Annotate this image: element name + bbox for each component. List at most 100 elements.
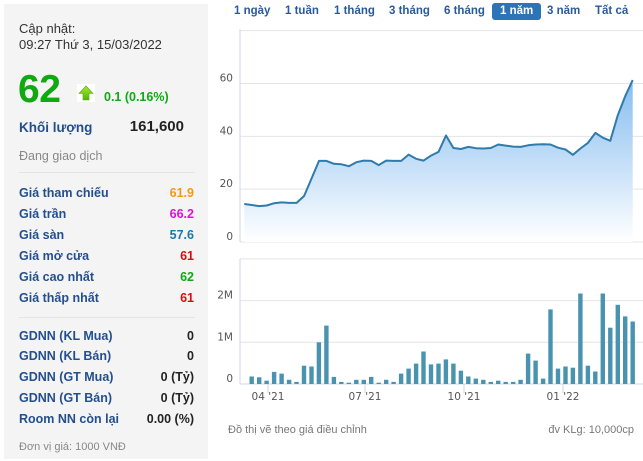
tab-1-month[interactable]: 1 tháng bbox=[334, 5, 375, 17]
volume-bar[interactable] bbox=[458, 370, 464, 384]
x-axis-label: 07 '21 bbox=[349, 391, 382, 403]
volume-bar[interactable] bbox=[369, 376, 374, 384]
volume-bar[interactable] bbox=[630, 321, 635, 385]
volume-bar[interactable] bbox=[406, 368, 411, 384]
volume-bar[interactable] bbox=[600, 293, 605, 385]
volume-bar[interactable] bbox=[533, 360, 538, 384]
volume-bar[interactable] bbox=[264, 380, 269, 384]
foreign-sell-value-value: 0 (Tỷ) bbox=[160, 391, 194, 405]
volume-bar[interactable] bbox=[525, 353, 531, 384]
volume-bar[interactable] bbox=[548, 309, 553, 384]
foreign-buy-volume-label: GDNN (KL Mua) bbox=[19, 329, 113, 343]
price-area bbox=[244, 80, 633, 242]
volume-bar[interactable] bbox=[540, 378, 546, 384]
y-axis-label: 0 bbox=[226, 373, 233, 385]
update-label: Cập nhật: bbox=[19, 21, 76, 36]
divider bbox=[19, 172, 195, 173]
volume-bar[interactable] bbox=[608, 327, 613, 384]
volume-bar[interactable] bbox=[570, 367, 576, 384]
open-price-value: 61 bbox=[180, 249, 194, 263]
volume-unit-note: đv KLg: 10,000cp bbox=[548, 424, 634, 436]
y-axis-label: 0 bbox=[226, 231, 233, 243]
volume-bar[interactable] bbox=[428, 364, 434, 384]
x-axis-label: 10 '21 bbox=[448, 391, 481, 403]
volume-bar[interactable] bbox=[563, 366, 568, 385]
volume-bar[interactable] bbox=[331, 376, 337, 384]
foreign-buy-volume-value: 0 bbox=[187, 329, 194, 343]
volume-bar[interactable] bbox=[354, 379, 359, 384]
volume-bar[interactable] bbox=[346, 382, 351, 384]
foreign-sell-volume-value: 0 bbox=[187, 349, 194, 363]
ceiling-price-label: Giá trần bbox=[19, 207, 67, 221]
volume-bar[interactable] bbox=[279, 373, 284, 384]
volume-bar[interactable] bbox=[481, 379, 486, 384]
tab-1-day[interactable]: 1 ngày bbox=[234, 5, 271, 17]
tab-6-months[interactable]: 6 tháng bbox=[444, 5, 485, 17]
foreign-sell-value-label: GDNN (GT Bán) bbox=[19, 391, 113, 405]
y-axis-label: 2M bbox=[217, 290, 233, 302]
volume-bar[interactable] bbox=[511, 381, 516, 384]
y-axis-label: 40 bbox=[220, 125, 233, 137]
volume-bar[interactable] bbox=[473, 378, 478, 384]
x-axis-label: 04 '21 bbox=[252, 391, 285, 403]
volume-bar[interactable] bbox=[518, 379, 523, 384]
divider bbox=[19, 317, 195, 318]
volume-bar[interactable] bbox=[421, 351, 426, 385]
foreign-buy-value-label: GDNN (GT Mua) bbox=[19, 370, 114, 384]
y-axis-label: 20 bbox=[220, 178, 233, 190]
volume-bar[interactable] bbox=[488, 381, 493, 384]
volume-bar[interactable] bbox=[466, 376, 471, 385]
volume-bar[interactable] bbox=[309, 366, 314, 385]
volume-bar[interactable] bbox=[384, 379, 389, 384]
quote-panel: Cập nhật: 09:27 Thứ 3, 15/03/2022 62 0.1… bbox=[4, 4, 208, 459]
ceiling-price-value: 66.2 bbox=[169, 207, 194, 221]
volume-bar[interactable] bbox=[436, 363, 441, 384]
volume-bar[interactable] bbox=[413, 363, 419, 384]
volume-bar[interactable] bbox=[301, 365, 307, 384]
update-time: 09:27 Thứ 3, 15/03/2022 bbox=[19, 37, 162, 52]
y-axis-label: 1M bbox=[217, 331, 233, 343]
foreign-room-label: Room NN còn lại bbox=[19, 412, 120, 426]
tab-3-months[interactable]: 3 tháng bbox=[389, 5, 430, 17]
current-price: 62 bbox=[18, 68, 61, 111]
volume-bar[interactable] bbox=[585, 365, 591, 384]
tab-all[interactable]: Tất cả bbox=[595, 5, 629, 17]
x-axis-label: 01 '22 bbox=[547, 391, 580, 403]
volume-bar[interactable] bbox=[339, 381, 344, 384]
stock-chart[interactable]: 0 20 40 60 0 1M 2M 04 '21 07 '21 10 '21 01 '22 bbox=[210, 20, 643, 420]
low-price-value: 61 bbox=[180, 291, 194, 305]
volume-bar[interactable] bbox=[324, 325, 329, 384]
volume-bar[interactable] bbox=[271, 371, 277, 384]
volume-bar[interactable] bbox=[316, 342, 322, 384]
volume-bar[interactable] bbox=[286, 379, 292, 384]
volume-bar[interactable] bbox=[257, 377, 262, 384]
volume-bar[interactable] bbox=[361, 379, 366, 384]
tab-1-week[interactable]: 1 tuần bbox=[285, 5, 319, 17]
volume-bar[interactable] bbox=[496, 380, 501, 384]
price-line[interactable] bbox=[244, 79, 634, 208]
floor-price-value: 57.6 bbox=[169, 228, 194, 242]
foreign-buy-value-value: 0 (Tỷ) bbox=[160, 370, 194, 384]
high-price-value: 62 bbox=[180, 270, 194, 284]
volume-bar[interactable] bbox=[593, 371, 598, 385]
foreign-room-value: 0.00 (%) bbox=[146, 412, 194, 426]
volume-bar[interactable] bbox=[391, 381, 396, 384]
volume-bar[interactable] bbox=[249, 376, 254, 385]
volume-bar[interactable] bbox=[578, 293, 583, 385]
volume-bar[interactable] bbox=[503, 381, 508, 384]
volume-bar[interactable] bbox=[443, 359, 449, 384]
tab-1-year[interactable]: 1 năm bbox=[492, 3, 542, 20]
reference-price-value: 61.9 bbox=[169, 186, 194, 200]
volume-bar[interactable] bbox=[376, 382, 381, 384]
volume-bar[interactable] bbox=[615, 304, 620, 384]
low-price-label: Giá thấp nhất bbox=[19, 291, 99, 305]
volume-bar[interactable] bbox=[623, 316, 628, 384]
volume-bar[interactable] bbox=[555, 368, 561, 384]
arrow-up-icon bbox=[77, 84, 95, 102]
high-price-label: Giá cao nhất bbox=[19, 270, 95, 284]
open-price-label: Giá mở cửa bbox=[19, 249, 90, 263]
volume-bar[interactable] bbox=[451, 363, 456, 384]
volume-bar[interactable] bbox=[294, 381, 299, 384]
volume-bar[interactable] bbox=[398, 373, 404, 384]
tab-3-years[interactable]: 3 năm bbox=[547, 5, 581, 17]
